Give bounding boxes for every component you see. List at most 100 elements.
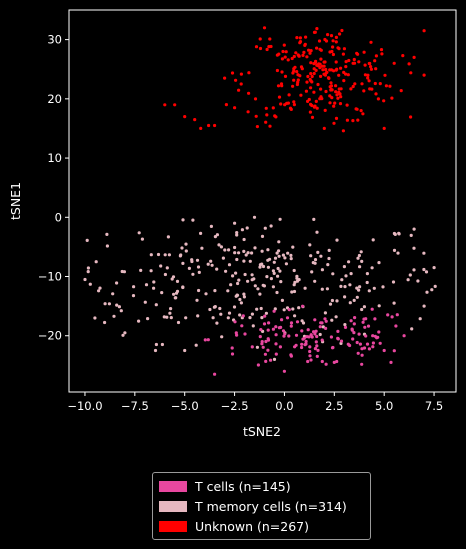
point-t-memory-cells (195, 298, 199, 302)
point-t-memory-cells (115, 281, 119, 285)
point-t-memory-cells (251, 324, 255, 328)
point-unknown (309, 86, 313, 90)
point-unknown (312, 90, 316, 94)
point-t-memory-cells (240, 228, 244, 232)
point-t-memory-cells (281, 253, 285, 257)
point-t-cells (262, 322, 267, 326)
point-t-memory-cells (276, 266, 280, 271)
point-t-memory-cells (349, 272, 353, 276)
point-t-memory-cells (311, 261, 315, 265)
point-t-memory-cells (206, 262, 210, 266)
point-t-cells (306, 359, 310, 364)
point-t-memory-cells (112, 314, 116, 318)
point-t-cells (271, 327, 275, 331)
point-t-memory-cells (392, 231, 396, 236)
point-t-memory-cells (408, 273, 412, 277)
point-t-memory-cells (154, 303, 158, 307)
point-unknown (335, 93, 339, 97)
point-t-cells (203, 338, 207, 342)
point-t-cells (392, 349, 396, 353)
point-t-memory-cells (235, 293, 239, 297)
point-unknown (291, 84, 295, 88)
point-t-memory-cells (410, 327, 414, 331)
point-unknown (353, 82, 357, 86)
x-tick-label: 7.5 (425, 399, 443, 413)
point-t-memory-cells (416, 279, 420, 283)
point-t-memory-cells (392, 301, 396, 305)
point-t-cells (274, 342, 278, 346)
y-tick-label: 0 (55, 210, 62, 224)
point-t-cells (353, 316, 357, 320)
point-t-cells (308, 349, 312, 354)
point-t-memory-cells (406, 278, 410, 282)
point-t-cells (261, 345, 265, 349)
point-t-memory-cells (85, 238, 89, 242)
point-unknown (237, 88, 241, 92)
point-t-memory-cells (169, 307, 173, 311)
point-t-memory-cells (297, 278, 301, 282)
point-unknown (183, 115, 187, 119)
point-t-cells (267, 321, 271, 325)
point-t-memory-cells (328, 302, 333, 306)
point-unknown (337, 73, 341, 77)
point-unknown (422, 29, 426, 33)
point-unknown (246, 110, 250, 114)
point-t-memory-cells (184, 242, 188, 246)
point-unknown (290, 56, 294, 61)
point-unknown (382, 99, 386, 103)
point-unknown (319, 87, 323, 91)
point-unknown (325, 70, 329, 74)
point-t-cells (371, 341, 375, 345)
point-t-memory-cells (377, 304, 381, 308)
point-unknown (409, 115, 413, 119)
point-t-cells (313, 332, 317, 336)
point-unknown (334, 116, 339, 120)
point-t-memory-cells (360, 307, 364, 312)
point-unknown (310, 115, 315, 119)
point-t-cells (320, 338, 324, 342)
point-t-memory-cells (83, 277, 87, 282)
point-unknown (271, 106, 275, 110)
point-unknown (324, 67, 328, 72)
point-t-memory-cells (233, 221, 237, 225)
point-t-memory-cells (219, 245, 223, 249)
point-t-memory-cells (370, 266, 374, 270)
point-t-memory-cells (242, 295, 246, 299)
point-t-memory-cells (433, 284, 437, 288)
point-t-cells (294, 333, 299, 337)
point-unknown (307, 97, 311, 102)
point-t-memory-cells (356, 256, 360, 260)
point-t-cells (370, 307, 374, 311)
point-t-memory-cells (180, 246, 184, 250)
point-t-memory-cells (430, 288, 434, 292)
legend-item-unknown: Unknown (n=267) (159, 516, 364, 536)
point-t-memory-cells (167, 253, 171, 257)
point-unknown (279, 102, 283, 106)
point-t-memory-cells (253, 284, 257, 288)
point-t-memory-cells (165, 266, 169, 270)
point-t-cells (360, 347, 364, 351)
point-t-cells (402, 334, 406, 338)
point-unknown (262, 26, 267, 30)
point-t-cells (274, 352, 278, 356)
point-unknown (306, 74, 310, 79)
point-t-memory-cells (266, 248, 270, 252)
point-t-memory-cells (227, 263, 232, 267)
point-unknown (338, 32, 342, 36)
point-t-memory-cells (204, 292, 208, 296)
point-t-cells (274, 325, 278, 329)
point-t-memory-cells (291, 245, 295, 249)
point-t-cells (315, 344, 319, 348)
point-t-memory-cells (391, 280, 396, 284)
point-unknown (281, 49, 285, 54)
point-t-memory-cells (246, 251, 250, 255)
point-t-cells (300, 329, 304, 333)
point-t-memory-cells (115, 303, 119, 307)
point-t-memory-cells (218, 306, 222, 311)
point-t-memory-cells (256, 287, 260, 291)
point-unknown (310, 74, 314, 79)
point-unknown (282, 43, 286, 47)
point-t-memory-cells (103, 302, 107, 306)
point-unknown (331, 45, 335, 49)
point-t-memory-cells (323, 311, 327, 315)
